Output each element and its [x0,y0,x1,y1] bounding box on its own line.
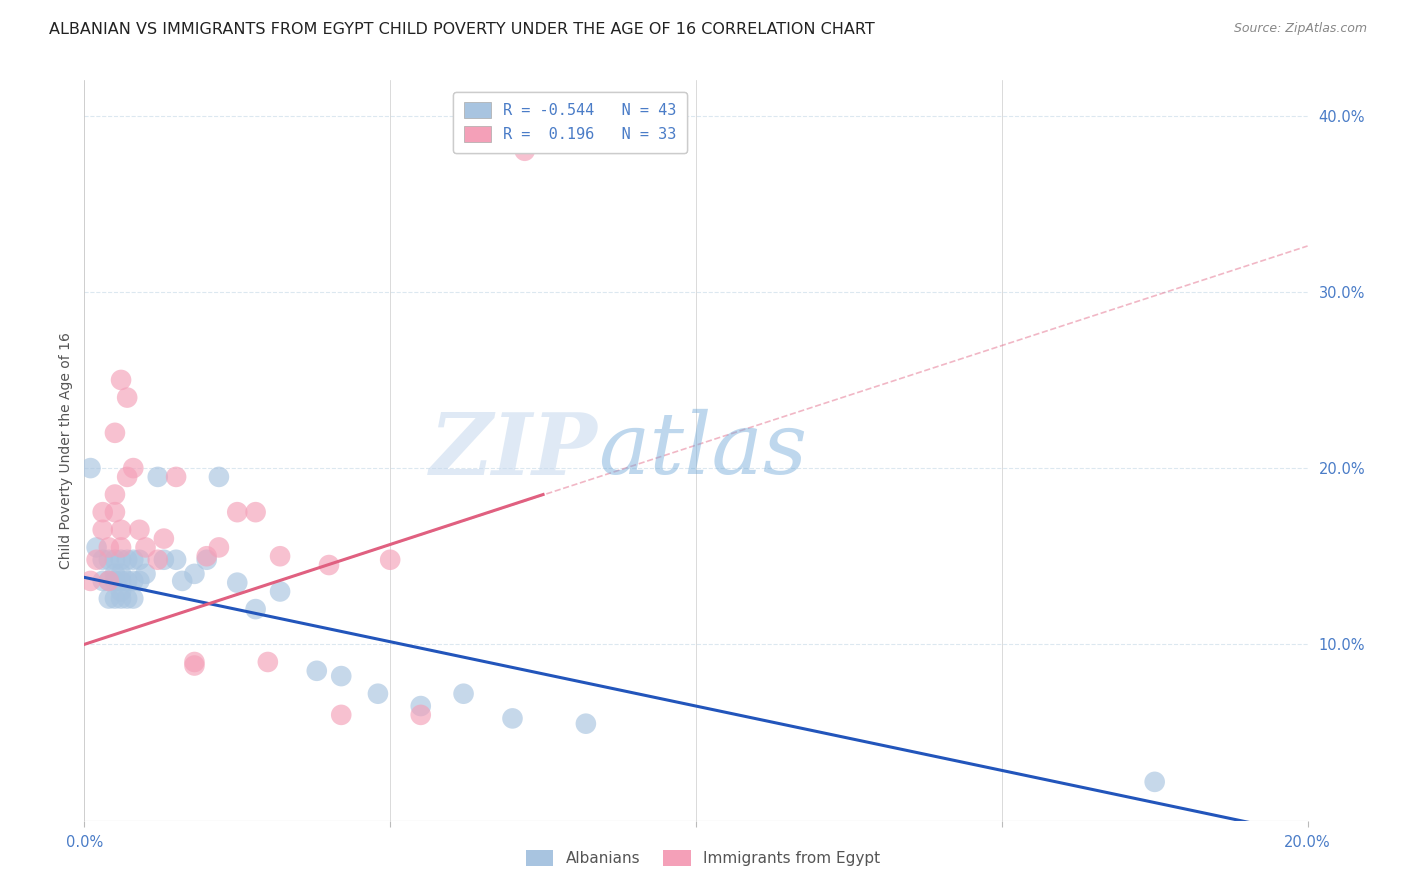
Point [226,505,249,519]
Point [91,553,114,567]
Point [97,574,120,588]
Point [502,711,524,725]
Point [110,574,132,588]
Point [110,553,132,567]
Point [195,549,218,564]
Point [153,532,176,546]
Point [97,541,120,555]
Point [330,707,353,722]
Point [122,553,145,567]
Point [208,470,231,484]
Point [146,470,169,484]
Point [153,553,176,567]
Point [115,553,138,567]
Text: ALBANIAN VS IMMIGRANTS FROM EGYPT CHILD POVERTY UNDER THE AGE OF 16 CORRELATION : ALBANIAN VS IMMIGRANTS FROM EGYPT CHILD … [49,22,875,37]
Point [269,549,291,564]
Point [146,553,169,567]
Point [110,584,132,599]
Point [135,541,157,555]
Point [104,505,127,519]
Point [183,655,205,669]
Point [91,574,114,588]
Point [97,574,120,588]
Point [110,523,132,537]
Point [135,566,157,581]
Point [513,144,536,158]
Y-axis label: Child Poverty Under the Age of 16: Child Poverty Under the Age of 16 [59,332,73,569]
Point [128,553,150,567]
Point [104,487,127,501]
Point [172,574,194,588]
Point [86,553,108,567]
Point [409,707,432,722]
Point [97,591,120,606]
Point [208,541,231,555]
Point [97,553,120,567]
Point [128,574,150,588]
Point [305,664,328,678]
Point [115,391,138,405]
Point [122,574,145,588]
Point [257,655,280,669]
Point [128,523,150,537]
Point [79,461,101,475]
Point [226,575,249,590]
Point [110,541,132,555]
Point [110,591,132,606]
Point [115,470,138,484]
Point [183,566,205,581]
Point [122,461,145,475]
Point [115,574,138,588]
Point [195,553,218,567]
Point [91,523,114,537]
Legend: R = -0.544   N = 43, R =  0.196   N = 33: R = -0.544 N = 43, R = 0.196 N = 33 [453,92,688,153]
Point [165,470,187,484]
Text: atlas: atlas [598,409,807,491]
Point [104,574,127,588]
Point [245,505,267,519]
Point [330,669,353,683]
Point [1143,775,1166,789]
Point [122,591,145,606]
Point [318,558,340,572]
Text: Source: ZipAtlas.com: Source: ZipAtlas.com [1233,22,1367,36]
Point [575,716,598,731]
Point [104,425,127,440]
Point [453,687,475,701]
Point [409,699,432,714]
Text: ZIP: ZIP [430,409,598,492]
Point [79,574,101,588]
Point [104,591,127,606]
Point [165,553,187,567]
Point [367,687,389,701]
Point [245,602,267,616]
Point [104,566,127,581]
Point [380,553,402,567]
Legend: Albanians, Immigrants from Egypt: Albanians, Immigrants from Egypt [517,841,889,875]
Point [183,658,205,673]
Point [104,553,127,567]
Point [110,373,132,387]
Point [115,591,138,606]
Point [269,584,291,599]
Point [91,505,114,519]
Point [110,566,132,581]
Point [86,541,108,555]
